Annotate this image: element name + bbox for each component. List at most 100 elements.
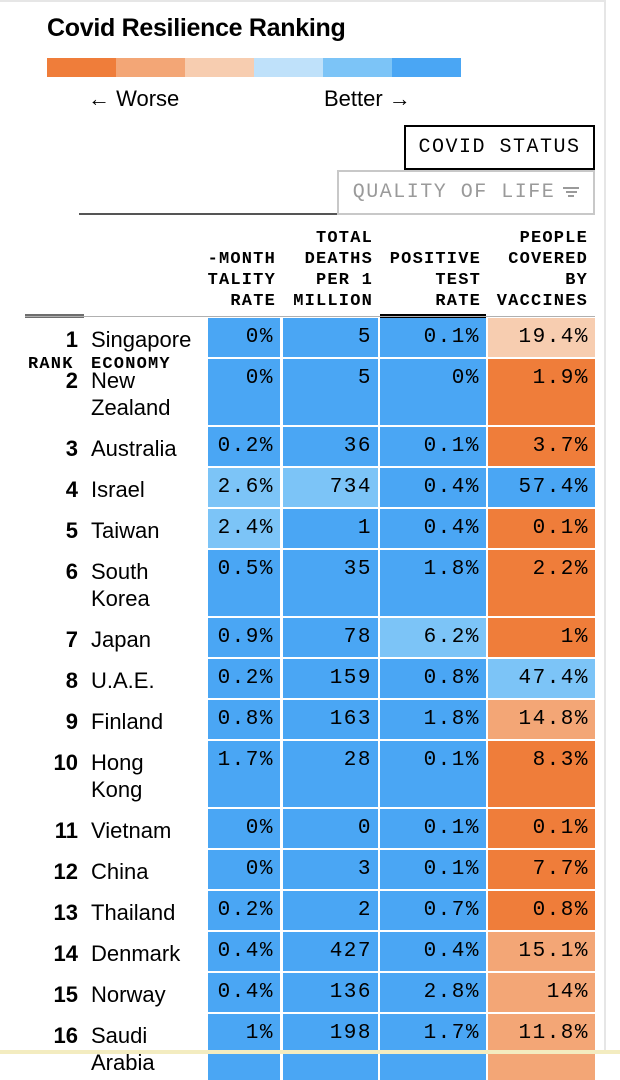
economy-cell: Australia [91,427,213,466]
economy-name-line: Australia [91,436,177,461]
positive-test-rate-cell: 1.8% [380,700,486,739]
header-divider [79,213,337,215]
scale-swatch [47,58,116,77]
positive-test-rate-cell: 0.1% [380,741,486,807]
table-row[interactable]: 4 Israel 2.6% 734 0.4% 57.4% [25,468,595,507]
table-row[interactable]: 15 Norway 0.4% 136 2.8% 14% [25,973,595,1012]
vaccine-coverage-cell: 19.4% [488,318,595,357]
mortality-rate-cell: 0.2% [208,659,280,698]
table-row[interactable]: 6 South Korea 0.5% 35 1.8% 2.2% [25,550,595,616]
total-deaths-cell: 159 [283,659,378,698]
column-header-line: VACCINES [496,292,588,311]
table-row[interactable]: 11 Vietnam 0% 0 0.1% 0.1% [25,809,595,848]
mortality-rate-cell: 2.6% [208,468,280,507]
economy-name-line: Japan [91,627,151,652]
vaccine-coverage-cell: 1% [488,618,595,657]
table-row[interactable]: 1 Singapore 0% 5 0.1% 19.4% [25,318,595,357]
economy-cell: Taiwan [91,509,213,548]
rank-cell: 15 [53,982,78,1007]
column-header-economy[interactable]: ECONOMY [91,291,207,375]
column-header-line: TEST [435,271,481,290]
mortality-rate-cell: 0% [208,809,280,848]
column-header-line: COVERED [508,250,588,269]
header-baseline [25,316,595,317]
economy-cell: Singapore [91,318,213,357]
bottom-strip [0,1050,620,1054]
economy-name-line: Saudi [91,1023,148,1048]
table-row[interactable]: 9 Finland 0.8% 163 1.8% 14.8% [25,700,595,739]
total-deaths-cell: 734 [283,468,378,507]
tab-quality-of-life[interactable]: QUALITY OF LIFE [337,170,595,215]
economy-name-line: Thailand [91,900,176,925]
economy-cell: Hong Kong [91,741,213,807]
table-row[interactable]: 10 Hong Kong 1.7% 28 0.1% 8.3% [25,741,595,807]
economy-name-line: New [91,368,136,393]
economy-name-line: Kong [91,777,143,802]
positive-test-rate-cell: 6.2% [380,618,486,657]
mortality-rate-cell: 0% [208,850,280,889]
economy-name-line: Korea [91,586,150,611]
table-row[interactable]: 7 Japan 0.9% 78 6.2% 1% [25,618,595,657]
economy-cell: China [91,850,213,889]
vaccine-coverage-cell: 0.8% [488,891,595,930]
table-row[interactable]: 14 Denmark 0.4% 427 0.4% 15.1% [25,932,595,971]
economy-cell: Vietnam [91,809,213,848]
positive-test-rate-cell: 0.1% [380,850,486,889]
economy-name-line: Israel [91,477,145,502]
table-row[interactable]: 16 Saudi Arabia 1% 198 1.7% 11.8% [25,1014,595,1080]
economy-name-line: Singapore [91,327,192,352]
economy-cell: Japan [91,618,213,657]
total-deaths-cell: 2 [283,891,378,930]
column-header-total-deaths[interactable]: TOTAL DEATHS PER 1 MILLION [284,228,373,312]
mortality-rate-cell: 1.7% [208,741,280,807]
economy-name-line: Taiwan [91,518,160,543]
economy-name-line: China [91,859,149,884]
column-header-rank[interactable]: RANK [28,291,80,375]
economy-cell: U.A.E. [91,659,213,698]
positive-test-rate-cell: 0.4% [380,468,486,507]
table-row[interactable]: 13 Thailand 0.2% 2 0.7% 0.8% [25,891,595,930]
mortality-rate-cell: 0.4% [208,973,280,1012]
table-row[interactable]: 12 China 0% 3 0.1% 7.7% [25,850,595,889]
total-deaths-cell: 36 [283,427,378,466]
table-row[interactable]: 3 Australia 0.2% 36 0.1% 3.7% [25,427,595,466]
page-title: Covid Resilience Ranking [47,14,346,42]
rank-cell: 9 [65,709,78,734]
mortality-rate-cell: 0.8% [208,700,280,739]
column-header-vaccine-coverage[interactable]: PEOPLE COVERED BY VACCINES [488,228,588,312]
economy-name-line: South [91,559,149,584]
total-deaths-cell: 78 [283,618,378,657]
column-header-line: TALITY [207,271,276,290]
vaccine-coverage-cell: 0.1% [488,809,595,848]
vaccine-coverage-cell: 8.3% [488,741,595,807]
economy-name-line: Vietnam [91,818,172,843]
color-scale-legend [47,58,461,77]
vaccine-coverage-cell: 14% [488,973,595,1012]
column-header-positive-test-rate[interactable]: POSITIVE TEST RATE [380,249,481,312]
column-header-line: TOTAL [315,229,373,248]
scale-swatch [392,58,461,77]
mortality-rate-cell: 2.4% [208,509,280,548]
column-header-line: POSITIVE [389,250,481,269]
column-header-mortality-rate[interactable]: -MONTH TALITY RATE [206,249,276,312]
scale-swatch [185,58,254,77]
scale-swatch [116,58,185,77]
economy-cell: Thailand [91,891,213,930]
tab-covid-status[interactable]: COVID STATUS [404,125,595,170]
rank-cell: 7 [65,627,78,652]
vaccine-coverage-cell: 7.7% [488,850,595,889]
table-row[interactable]: 5 Taiwan 2.4% 1 0.4% 0.1% [25,509,595,548]
table-row[interactable]: 8 U.A.E. 0.2% 159 0.8% 47.4% [25,659,595,698]
rank-cell: 6 [65,559,78,584]
total-deaths-cell: 0 [283,809,378,848]
vaccine-coverage-cell: 57.4% [488,468,595,507]
rank-cell: 11 [54,818,78,843]
economy-name-line: Hong [91,750,144,775]
economy-cell: Denmark [91,932,213,971]
table-row[interactable]: 2 New Zealand 0% 5 0% 1.9% [25,359,595,425]
column-header-line: ECONOMY [91,355,171,374]
economy-name-line: Zealand [91,395,171,420]
economy-name-line: Denmark [91,941,181,966]
total-deaths-cell: 198 [283,1014,378,1080]
rank-cell: 13 [53,900,78,925]
